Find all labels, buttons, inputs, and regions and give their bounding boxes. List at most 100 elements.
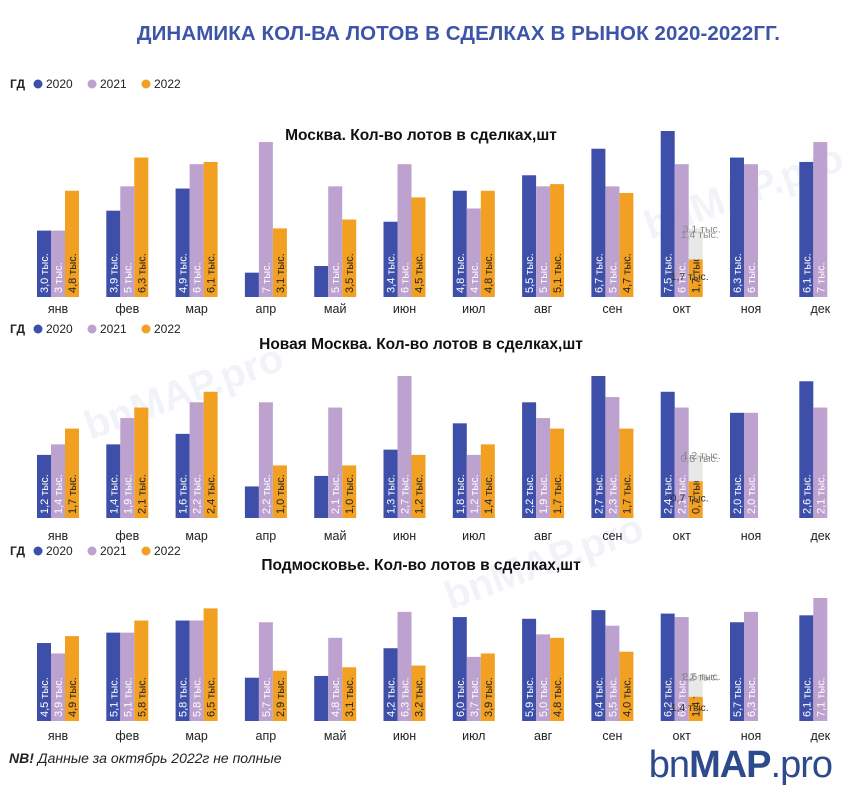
data-label-2021-сен: 5 тыс. (607, 262, 619, 293)
category-label-фев: фев (115, 529, 139, 543)
data-label-2022-авг: 4,8 тыс. (552, 677, 564, 717)
data-label-2022-фев: 6,3 тыс. (136, 253, 148, 293)
bar-2022-фев (134, 407, 149, 518)
footnote: NB! Данные за октябрь 2022г не полные (9, 750, 281, 766)
data-label-2022-июн: 3,2 тыс. (414, 677, 426, 717)
stack-label-projection: 1,2 тыс. (683, 450, 721, 462)
category-label-май: май (324, 529, 347, 543)
bar-2022-май (342, 465, 357, 518)
data-label-2021-авг: 1,9 тыс. (538, 474, 550, 514)
data-label-2021-сен: 5,5 тыс. (607, 677, 619, 717)
bar-2021-дек (813, 142, 828, 297)
logo-suffix: .pro (770, 744, 833, 786)
bar-2020-апр (244, 272, 259, 297)
bar-2022-апр (272, 228, 287, 297)
data-label-2020-окт: 6,2 тыс. (663, 677, 675, 717)
legend-marker-2022 (141, 324, 151, 334)
data-label-2020-ноя: 2,0 тыс. (732, 474, 744, 514)
data-label-2020-авг: 5,9 тыс. (524, 677, 536, 717)
data-label-2022-мар: 6,5 тыс. (206, 677, 218, 717)
bar-2021-фев (120, 418, 135, 518)
data-label-2022-окт: 1,7 тыс. (691, 253, 703, 293)
data-label-2021-июл: 3,7 тыс. (469, 677, 481, 717)
bar-2021-июл (466, 208, 481, 297)
data-label-2021-ноя: 6 тыс. (746, 262, 758, 293)
data-label-2020-июл: 1,8 тыс. (455, 474, 467, 514)
data-label-2022-янв: 4,8 тыс. (67, 253, 79, 293)
bar-2022-янв (65, 636, 79, 721)
legend-label-2022: 2022 (154, 544, 181, 558)
bar-2020-ноя (730, 412, 744, 518)
data-label-2022-фев: 5,8 тыс. (136, 677, 148, 717)
bar-2022-авг (550, 184, 565, 297)
category-label-июл: июл (462, 302, 485, 316)
data-label-2021-мар: 5,8 тыс. (192, 677, 204, 717)
bar-2021-дек (813, 598, 828, 721)
legend-marker-2021 (87, 324, 97, 334)
data-label-2021-авг: 5,0 тыс. (538, 677, 550, 717)
bar-2022-мар (203, 161, 218, 297)
data-label-2021-дек: 7 тыс. (815, 262, 827, 293)
bar-2021-май (328, 407, 343, 518)
bar-2021-июл (466, 454, 481, 518)
bar-2022-окт (688, 481, 703, 518)
data-label-2021-окт: 6,0 тыс. (677, 677, 689, 717)
data-label-2021-фев: 1,9 тыс. (122, 474, 134, 514)
bar-2022-сен (619, 192, 634, 297)
bar-2021-мар (189, 402, 204, 518)
bar-2021-мар (189, 620, 204, 721)
bar-2022-projection-okt (688, 454, 703, 482)
data-label-2021-дек: 7,1 тыс. (815, 677, 827, 717)
bar-2020-июл (452, 617, 467, 721)
bar-2021-янв (51, 230, 65, 297)
data-label-2020-янв: 4,5 тыс. (39, 677, 51, 717)
bar-2021-ноя (744, 164, 758, 297)
category-label-дек: дек (810, 529, 830, 543)
data-label-2021-июн: 2,7 тыс. (400, 474, 412, 514)
bar-2022-фев (134, 157, 149, 297)
bar-2020-май (314, 475, 329, 518)
bar-2020-ноя (730, 157, 744, 297)
bar-2020-фев (106, 444, 121, 518)
data-label-2021-июл: 1,2 тыс. (469, 474, 481, 514)
data-label-2021-мар: 6 тыс. (192, 262, 204, 293)
category-label-дек: дек (810, 729, 830, 743)
bar-2022-окт (688, 696, 703, 721)
bar-2021-апр (258, 402, 273, 518)
bar-2020-окт (660, 391, 675, 518)
data-label-2020-дек: 6,1 тыс. (801, 677, 813, 717)
bar-2021-сен (605, 186, 620, 297)
data-label-2020-янв: 3,0 тыс. (39, 253, 51, 293)
bar-2022-июн (411, 197, 426, 297)
stack-label-diff: 1,2 тыс. (681, 671, 719, 683)
bar-2020-сен (591, 148, 606, 297)
legend-label-2021: 2021 (100, 544, 127, 558)
data-label-2021-ноя: 2,0 тыс. (746, 474, 758, 514)
bar-2020-авг (522, 402, 537, 518)
data-label-2020-июн: 3,4 тыс. (386, 253, 398, 293)
data-label-2020-мар: 1,6 тыс. (178, 474, 190, 514)
bar-2022-май (342, 219, 357, 297)
data-label-2022-май: 3,5 тыс. (344, 253, 356, 293)
data-label-2022-авг: 1,7 тыс. (552, 474, 564, 514)
category-label-янв: янв (48, 302, 69, 316)
data-label-2021-окт: 2,1 тыс. (677, 474, 689, 514)
bar-2020-сен (591, 376, 606, 518)
data-label-2021-сен: 2,3 тыс. (607, 474, 619, 514)
bar-2020-мар (175, 188, 190, 297)
chart-title: Новая Москва. Кол-во лотов в сделках,шт (259, 336, 583, 353)
bar-2020-дек (799, 381, 814, 518)
bar-2021-янв (51, 653, 65, 721)
bar-2021-май (328, 186, 343, 297)
bar-2020-дек (799, 161, 814, 297)
legend-label-2020: 2020 (46, 322, 73, 336)
data-label-2022-мар: 2,4 тыс. (206, 474, 218, 514)
data-label-2022-янв: 1,7 тыс. (67, 474, 79, 514)
page-title: ДИНАМИКА КОЛ-ВА ЛОТОВ В СДЕЛКАХ В РЫНОК … (136, 22, 781, 45)
bar-2020-май (314, 266, 329, 297)
data-label-2022-авг: 5,1 тыс. (552, 253, 564, 293)
legend-marker-2020 (33, 546, 43, 556)
bar-2020-июл (452, 423, 467, 518)
bar-2020-мар (175, 620, 190, 721)
